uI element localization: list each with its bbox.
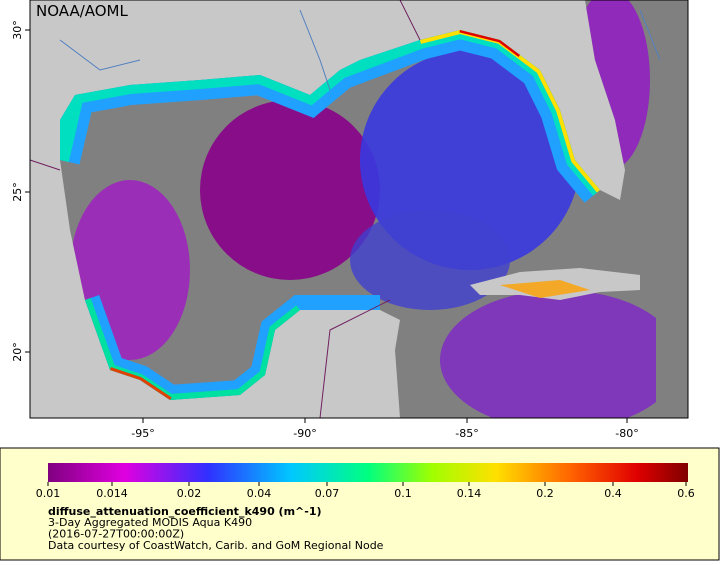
colorbar-label: 0.02 [177, 487, 202, 500]
legend-line: (2016-07-27T00:00:00Z) [48, 528, 184, 541]
legend-variable: diffuse_attenuation_coefficient_k490 (m^… [48, 505, 322, 518]
cuba-shelf [500, 280, 590, 298]
rivers [59, 9, 661, 91]
no-data-strip [656, 0, 688, 418]
colorbar-label: 0.4 [604, 487, 622, 500]
map-frame [29, 0, 689, 419]
borders [29, 0, 421, 419]
colorbar-label: 0.04 [247, 487, 272, 500]
colorbar-label: 0.01 [36, 487, 61, 500]
colorbar-label: 0.2 [536, 487, 554, 500]
colorbar-label: 0.6 [677, 487, 695, 500]
legend-line: Data courtesy of CoastWatch, Carib. and … [48, 539, 384, 552]
colorbar-label: 0.014 [96, 487, 128, 500]
y-tick-label: 30° [11, 20, 24, 40]
colorbar [48, 463, 688, 482]
x-tick-label: -90° [293, 427, 316, 440]
x-tick-label: -95° [131, 427, 154, 440]
y-tick-label: 25° [11, 182, 24, 202]
map-title: NOAA/AOML [36, 2, 129, 20]
legend-line: 3-Day Aggregated MODIS Aqua K490 [48, 516, 252, 529]
colorbar-label: 0.14 [457, 487, 482, 500]
y-tick-label: 20° [11, 342, 24, 362]
colorbar-label: 0.1 [394, 487, 412, 500]
x-tick-label: -80° [615, 427, 638, 440]
colorbar-label: 0.07 [315, 487, 340, 500]
x-tick-label: -85° [455, 427, 478, 440]
